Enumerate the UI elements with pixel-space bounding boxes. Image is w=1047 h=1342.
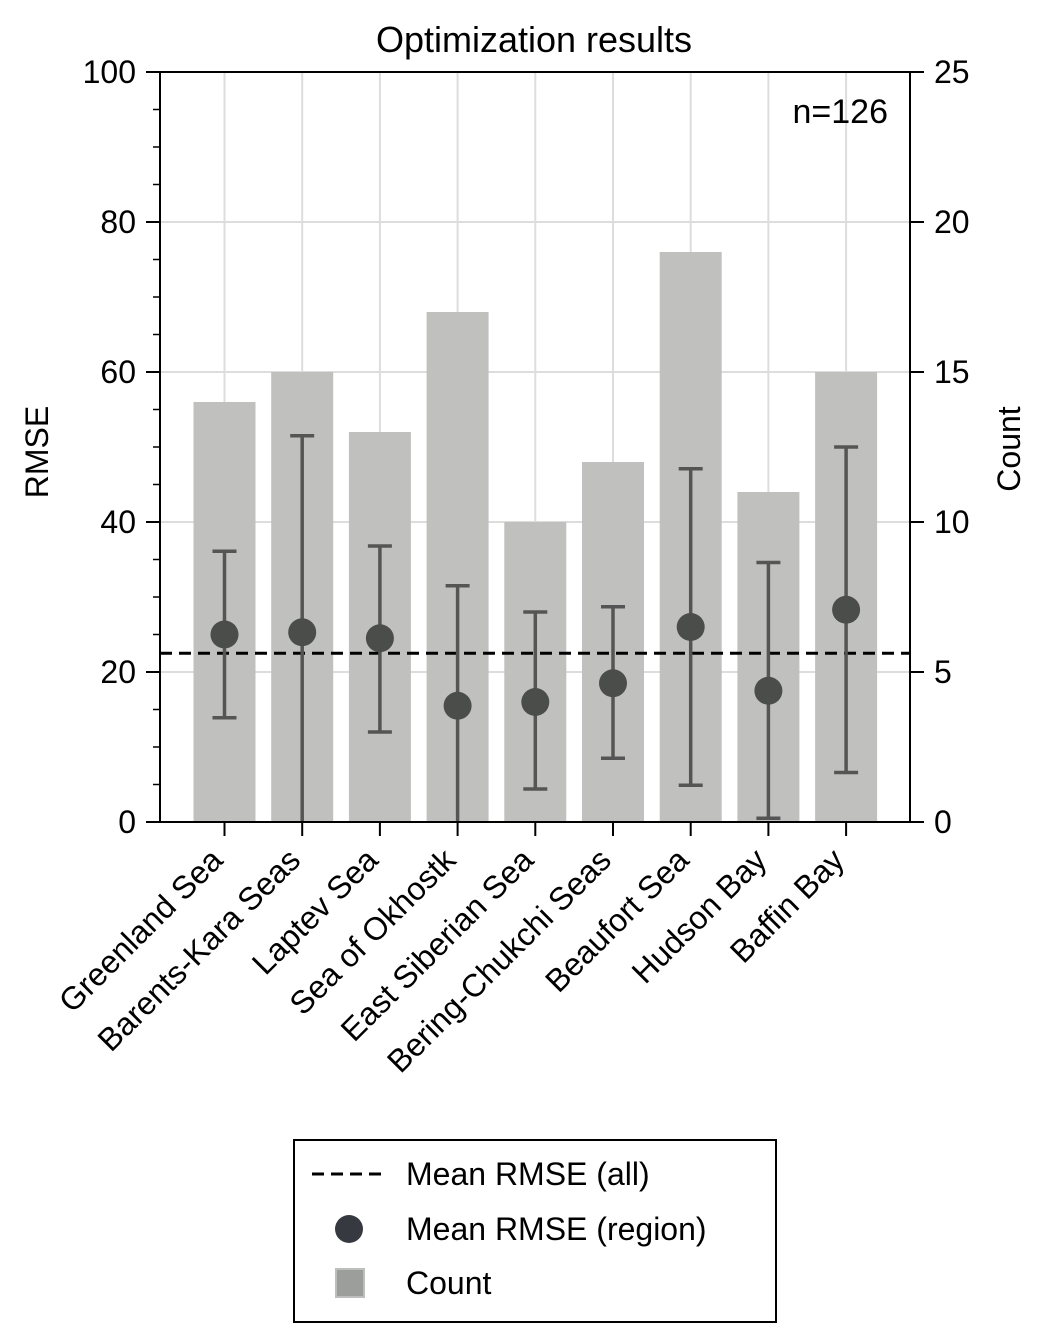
rmse-point <box>365 624 394 653</box>
y-axis-label: RMSE <box>19 406 55 498</box>
rmse-points <box>210 434 861 822</box>
y-tick-label: 0 <box>118 804 136 840</box>
y2-tick-label: 0 <box>934 804 952 840</box>
rmse-point <box>832 595 861 624</box>
chart-title: Optimization results <box>376 19 692 60</box>
rmse-point <box>288 618 317 647</box>
rmse-point <box>521 688 550 716</box>
rmse-point <box>754 676 783 705</box>
legend-label: Count <box>406 1265 492 1301</box>
rmse-point <box>210 620 239 649</box>
legend-frame <box>293 1139 777 1323</box>
y2-tick-label: 20 <box>934 204 970 240</box>
y-tick-label: 100 <box>83 54 136 90</box>
rmse-point <box>599 669 627 698</box>
y2-tick-label: 15 <box>934 354 970 390</box>
y-tick-label: 20 <box>100 654 136 690</box>
y-tick-label: 80 <box>100 204 136 240</box>
rmse-point <box>676 613 705 641</box>
rmse-point <box>443 691 472 720</box>
legend-circle-swatch <box>335 1215 363 1243</box>
y-tick-label: 60 <box>100 354 136 390</box>
legend-label: Mean RMSE (region) <box>406 1211 707 1247</box>
y-tick-label: 40 <box>100 504 136 540</box>
legend-square-swatch <box>335 1268 365 1298</box>
y2-tick-label: 10 <box>934 504 970 540</box>
y2-tick-label: 5 <box>934 654 952 690</box>
y2-tick-label: 25 <box>934 54 970 90</box>
y2-axis-label: Count <box>991 406 1027 492</box>
sample-size-annotation: n=126 <box>793 93 889 131</box>
legend: Mean RMSE (all) Mean RMSE (region) Count <box>293 1139 777 1323</box>
legend-label: Mean RMSE (all) <box>406 1156 650 1192</box>
